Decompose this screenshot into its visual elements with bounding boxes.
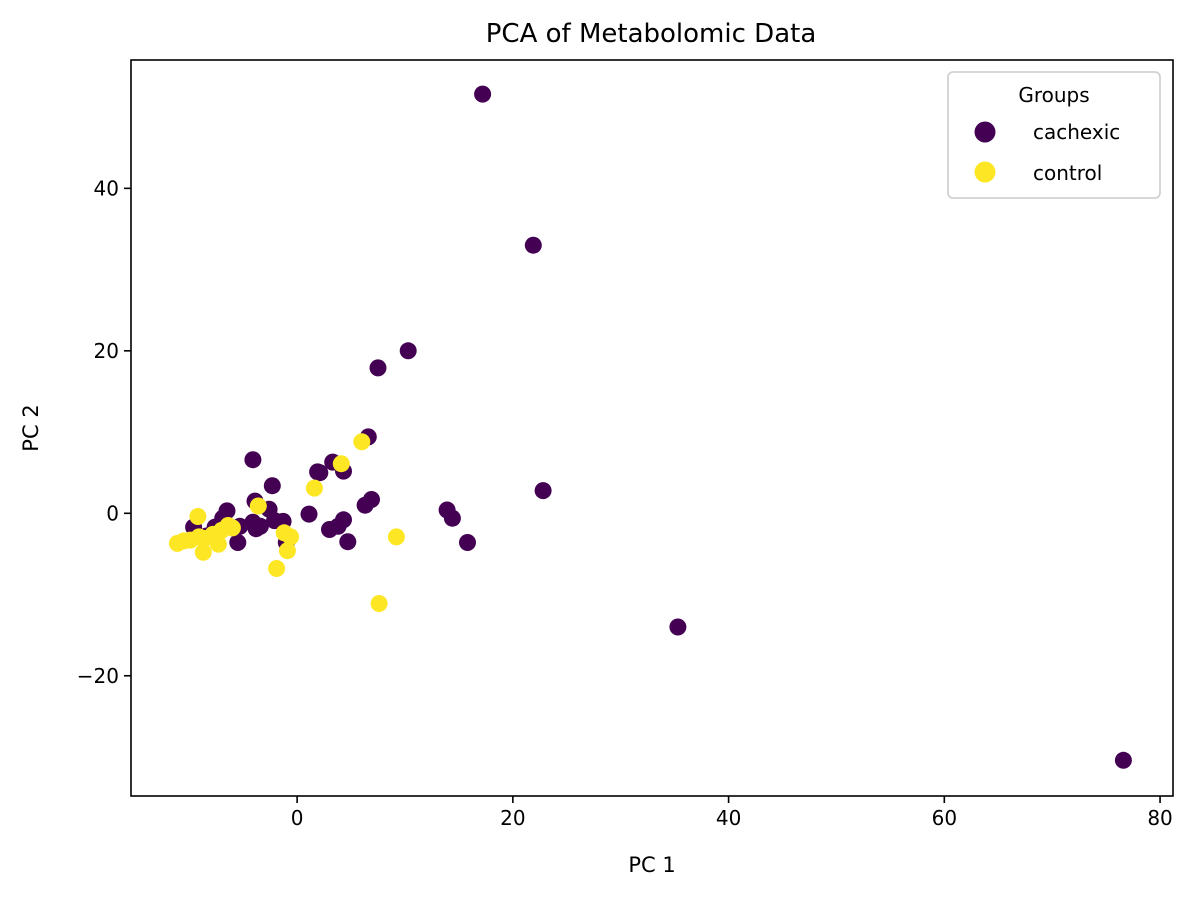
data-point-cachexic <box>474 85 492 103</box>
data-point-cachexic <box>339 533 357 551</box>
y-axis-ticks: −20 0 20 40 <box>77 176 131 688</box>
data-point-cachexic <box>263 477 281 495</box>
x-tick-label: 0 <box>291 806 304 830</box>
data-point-cachexic <box>244 451 262 469</box>
data-point-control <box>278 542 296 560</box>
data-point-cachexic <box>311 464 329 482</box>
chart-title: PCA of Metabolomic Data <box>486 19 817 49</box>
plot-frame <box>130 59 1174 797</box>
data-point-cachexic <box>524 236 542 254</box>
y-tick-label: −20 <box>77 664 119 688</box>
data-point-cachexic <box>321 521 338 538</box>
legend: Groups cachexic control <box>947 71 1161 199</box>
data-point-cachexic <box>300 505 318 523</box>
data-point-cachexic <box>399 342 417 360</box>
data-point-cachexic <box>1114 751 1132 769</box>
x-tick-label: 40 <box>716 806 741 830</box>
data-point-cachexic <box>459 534 476 551</box>
x-axis-ticks: 0 20 40 60 80 <box>291 796 1173 830</box>
data-point-control <box>168 534 186 552</box>
data-point-control <box>387 528 405 546</box>
series-control <box>168 433 405 612</box>
x-tick-label: 60 <box>932 806 957 830</box>
data-point-control <box>370 595 388 612</box>
legend-box <box>947 71 1161 199</box>
data-point-cachexic <box>266 512 283 530</box>
y-tick-label: 40 <box>94 176 119 200</box>
x-axis-title: PC 1 <box>628 853 675 877</box>
legend-title: Groups <box>1018 83 1089 107</box>
x-tick-label: 20 <box>500 806 525 830</box>
data-point-cachexic <box>229 534 247 551</box>
data-point-cachexic <box>369 359 387 377</box>
data-point-cachexic <box>244 513 262 531</box>
data-point-cachexic <box>669 618 687 636</box>
data-point-control <box>249 497 267 515</box>
plot-area <box>130 59 1174 797</box>
data-point-cachexic <box>356 496 374 514</box>
y-axis-title: PC 2 <box>19 404 43 451</box>
data-point-control <box>282 528 300 546</box>
y-tick-label: 0 <box>106 501 119 525</box>
data-points <box>168 85 1132 769</box>
data-point-control <box>194 543 212 561</box>
data-point-control <box>209 535 227 553</box>
data-point-control <box>189 508 207 525</box>
data-point-control <box>268 560 286 577</box>
legend-label-control: control <box>1033 161 1102 185</box>
data-point-control <box>305 479 323 497</box>
y-tick-label: 20 <box>94 339 119 363</box>
legend-marker-control <box>974 161 996 183</box>
data-point-control <box>353 433 371 451</box>
data-point-cachexic <box>534 482 552 500</box>
legend-marker-cachexic <box>974 121 996 143</box>
x-tick-label: 80 <box>1147 806 1172 830</box>
data-point-cachexic <box>443 509 461 527</box>
legend-label-cachexic: cachexic <box>1033 120 1120 144</box>
data-point-control <box>332 455 350 473</box>
